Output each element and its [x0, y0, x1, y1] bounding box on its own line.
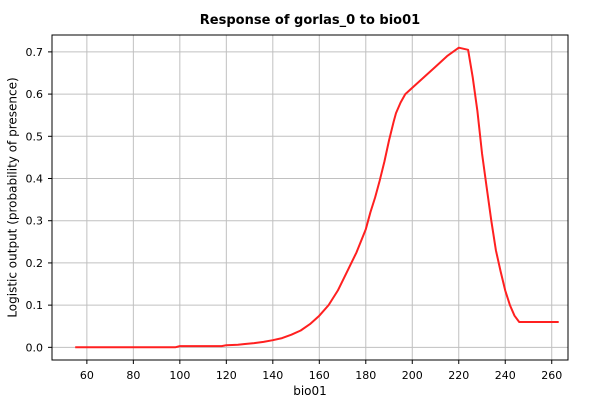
axis-ticks	[48, 51, 553, 364]
y-tick-label: 0.0	[26, 341, 44, 354]
x-tick-label: 240	[495, 369, 516, 382]
y-tick-label: 0.6	[26, 88, 44, 101]
x-tick-label: 180	[355, 369, 376, 382]
chart-title: Response of gorlas_0 to bio01	[200, 13, 420, 28]
tick-labels: 60 80 100 120 140 160 180 200 220 240 260 0.0 0.1 0.2…	[26, 46, 563, 382]
y-tick-label: 0.2	[26, 257, 44, 270]
y-axis-label: Logistic output (probability of presence…	[6, 77, 20, 317]
x-tick-label: 140	[262, 369, 283, 382]
x-tick-label: 200	[402, 369, 423, 382]
y-tick-label: 0.5	[26, 130, 44, 143]
x-axis-label: bio01	[293, 384, 327, 398]
y-tick-label: 0.7	[26, 46, 44, 59]
series-line-group	[75, 46, 559, 349]
x-tick-label: 60	[80, 369, 94, 382]
x-tick-label: 160	[309, 369, 330, 382]
x-tick-label: 100	[169, 369, 190, 382]
y-tick-label: 0.4	[26, 173, 44, 186]
y-tick-label: 0.3	[26, 215, 44, 228]
y-tick-label: 0.1	[26, 299, 44, 312]
series-line	[75, 46, 559, 349]
x-tick-label: 80	[126, 369, 140, 382]
grid	[52, 35, 568, 360]
x-tick-label: 260	[541, 369, 562, 382]
x-tick-label: 220	[448, 369, 469, 382]
plot-frame	[51, 34, 569, 361]
x-tick-label: 120	[216, 369, 237, 382]
